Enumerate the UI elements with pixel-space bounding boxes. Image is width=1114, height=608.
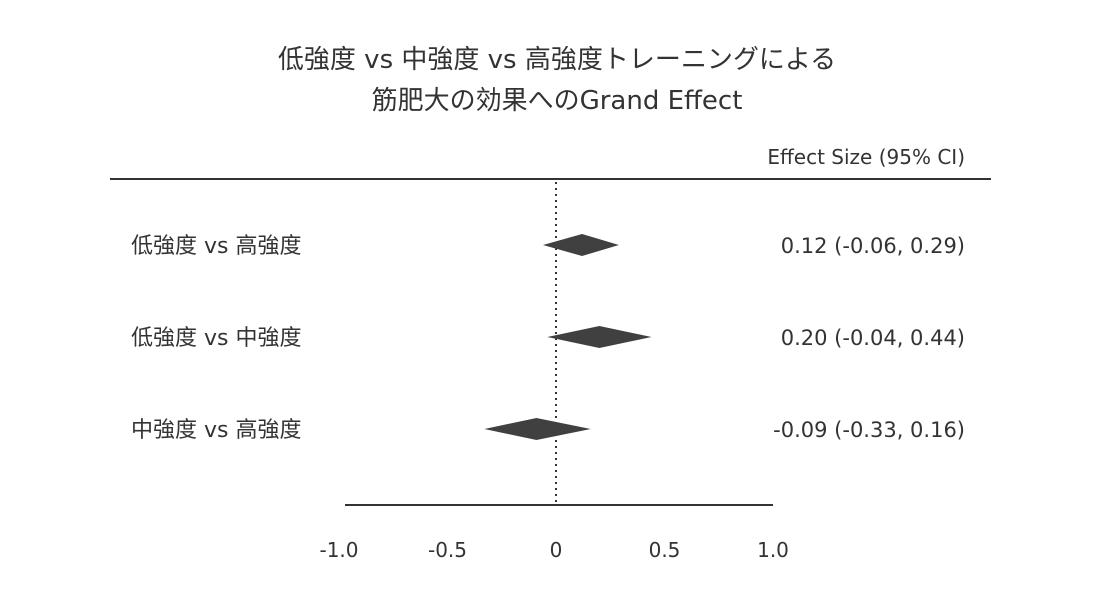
effect-size-text: 0.20 (-0.04, 0.44) xyxy=(781,326,965,350)
chart-title-line-2: 筋肥大の効果へのGrand Effect xyxy=(371,86,743,116)
row-label: 低強度 vs 中強度 xyxy=(131,326,301,351)
ci-column-header: Effect Size (95% CI) xyxy=(767,145,965,169)
forest-row: 低強度 vs 中強度 0.20 (-0.04, 0.44) xyxy=(131,326,965,351)
x-tick-label: 0.5 xyxy=(649,538,681,562)
forest-rows: 低強度 vs 高強度 0.12 (-0.06, 0.29) 低強度 vs 中強度 0.… xyxy=(131,234,965,443)
row-label: 中強度 vs 高強度 xyxy=(131,418,301,443)
effect-diamond xyxy=(547,326,652,348)
x-tick-label: 1.0 xyxy=(757,538,789,562)
x-tick-label: -1.0 xyxy=(319,538,358,562)
effect-diamond xyxy=(542,234,619,256)
effect-diamond xyxy=(484,418,591,440)
forest-row: 中強度 vs 高強度 -0.09 (-0.33, 0.16) xyxy=(131,418,965,443)
forest-row: 低強度 vs 高強度 0.12 (-0.06, 0.29) xyxy=(131,234,965,259)
x-tick-label: -0.5 xyxy=(428,538,467,562)
chart-title-line-1: 低強度 vs 中強度 vs 高強度トレーニングによる xyxy=(277,45,837,75)
effect-size-text: 0.12 (-0.06, 0.29) xyxy=(781,234,965,258)
effect-size-text: -0.09 (-0.33, 0.16) xyxy=(773,418,965,442)
x-axis-ticks: -1.0 -0.5 0 0.5 1.0 xyxy=(319,538,788,562)
row-label: 低強度 vs 高強度 xyxy=(131,234,301,259)
x-tick-label: 0 xyxy=(550,538,563,562)
